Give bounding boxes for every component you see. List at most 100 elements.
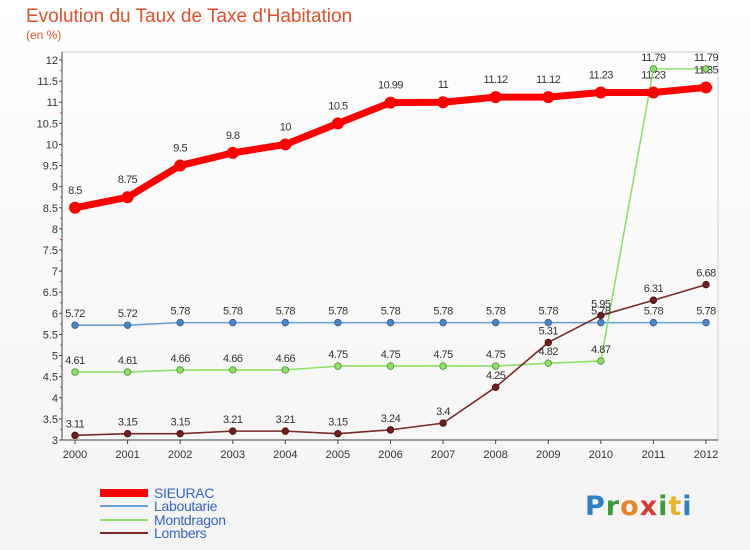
x-tick-label: 2006 [378, 449, 402, 461]
legend-item-sieurac[interactable]: SIEURAC [100, 484, 226, 501]
data-label-laboutarie: 5.72 [118, 308, 138, 320]
data-label-sieurac: 11.12 [536, 74, 561, 86]
data-point-sieurac [384, 96, 397, 109]
data-label-sieurac: 11.23 [641, 70, 666, 82]
y-tick-label: 10.5 [37, 118, 58, 130]
x-tick-label: 2005 [326, 449, 350, 461]
data-label-laboutarie: 5.78 [170, 306, 190, 318]
data-point-montdragon [544, 359, 552, 367]
y-tick-label: 5 [52, 351, 58, 363]
data-point-sieurac [279, 138, 292, 151]
chart-legend: SIEURAC Laboutarie Montdragon Lombers [100, 484, 226, 542]
data-point-sieurac [121, 191, 134, 204]
data-label-laboutarie: 5.78 [223, 306, 243, 318]
legend-label-sieurac: SIEURAC [154, 484, 215, 501]
data-point-laboutarie [386, 318, 395, 327]
data-point-laboutarie [544, 318, 552, 327]
y-tick-label: 7 [52, 266, 58, 278]
y-tick-label: 6.5 [43, 287, 58, 299]
data-label-laboutarie: 5.78 [276, 306, 296, 318]
legend-label-laboutarie: Laboutarie [154, 498, 218, 515]
data-point-lombers [281, 427, 290, 435]
data-point-laboutarie [123, 321, 132, 329]
legend-item-montdragon[interactable]: Montdragon [100, 511, 226, 528]
data-point-laboutarie [649, 318, 658, 327]
y-tick-label: 8.5 [43, 203, 58, 215]
x-tick-label: 2010 [589, 449, 613, 461]
chart-subtitle: (en %) [26, 28, 62, 42]
data-label-laboutarie: 5.78 [328, 306, 348, 318]
data-label-sieurac: 11.12 [484, 74, 509, 86]
y-tick-label: 5.5 [43, 329, 58, 341]
data-point-laboutarie [597, 318, 605, 327]
y-tick-label: 8 [52, 224, 58, 236]
x-tick-label: 2002 [168, 449, 192, 461]
data-point-montdragon [491, 362, 500, 370]
y-tick-label: 4 [52, 393, 58, 405]
legend-swatch-sieurac [100, 488, 148, 497]
data-label-lombers: 6.31 [644, 283, 664, 295]
data-point-lombers [597, 311, 605, 320]
data-label-lombers: 3.21 [223, 414, 243, 426]
y-tick-label: 6 [52, 308, 58, 320]
data-point-montdragon [176, 366, 184, 374]
y-tick-label: 9 [52, 182, 58, 194]
data-label-laboutarie: 5.78 [591, 306, 611, 318]
data-label-montdragon: 4.66 [276, 353, 296, 365]
data-label-sieurac: 9.8 [226, 130, 240, 142]
legend-swatch-montdragon [100, 518, 148, 521]
y-tick-label: 10 [46, 139, 58, 151]
data-point-montdragon [229, 366, 237, 374]
x-tick-label: 2011 [642, 449, 666, 461]
y-tick-label: 3 [52, 435, 58, 447]
y-tick-label: 9.5 [43, 161, 58, 173]
data-point-sieurac [489, 91, 502, 104]
data-point-sieurac [647, 86, 660, 99]
data-point-montdragon [386, 362, 395, 370]
data-label-montdragon: 11.79 [694, 52, 719, 64]
data-point-lombers [386, 426, 395, 434]
data-point-montdragon [702, 65, 710, 73]
x-tick-label: 2012 [694, 449, 718, 461]
data-label-lombers: 5.95 [591, 298, 611, 310]
data-label-lombers: 3.24 [381, 413, 401, 425]
data-label-lombers: 3.11 [66, 418, 85, 430]
data-label-montdragon: 11.79 [641, 52, 666, 64]
legend-label-lombers: Lombers [154, 525, 207, 542]
legend-swatch-lombers [100, 532, 148, 535]
y-tick-label: 12 [46, 55, 58, 67]
data-label-sieurac: 11 [438, 79, 449, 91]
data-label-sieurac: 11.35 [694, 64, 719, 76]
data-label-sieurac: 10.99 [378, 80, 403, 92]
y-tick-label: 11.5 [37, 76, 58, 88]
data-label-lombers: 6.68 [696, 268, 716, 280]
data-label-laboutarie: 5.78 [381, 306, 401, 318]
legend-item-laboutarie[interactable]: Laboutarie [100, 498, 226, 515]
x-tick-label: 2003 [221, 449, 245, 461]
data-label-laboutarie: 5.72 [65, 308, 85, 320]
data-point-sieurac [331, 117, 344, 130]
data-label-montdragon: 4.61 [65, 355, 85, 367]
series-line-montdragon [75, 68, 706, 373]
data-point-sieurac [69, 201, 81, 214]
data-point-laboutarie [439, 318, 447, 327]
data-label-sieurac: 10 [280, 121, 292, 133]
data-point-laboutarie [334, 318, 342, 327]
legend-item-lombers[interactable]: Lombers [100, 525, 226, 542]
x-tick-label: 2000 [63, 449, 87, 461]
data-label-sieurac: 11.23 [589, 70, 614, 82]
data-label-sieurac: 8.5 [68, 185, 82, 197]
data-label-lombers: 4.25 [486, 370, 506, 382]
data-point-laboutarie [702, 318, 710, 327]
data-label-sieurac: 9.5 [173, 143, 187, 155]
data-label-montdragon: 4.75 [486, 349, 506, 361]
legend-label-montdragon: Montdragon [154, 511, 226, 528]
data-label-laboutarie: 5.78 [486, 306, 506, 318]
proxiti-logo: Proxiti [585, 491, 693, 522]
data-point-lombers [439, 419, 447, 427]
x-tick-label: 2008 [483, 449, 507, 461]
y-tick-label: 11 [47, 97, 58, 109]
data-label-lombers: 5.31 [539, 325, 559, 337]
data-label-lombers: 3.15 [170, 417, 190, 429]
